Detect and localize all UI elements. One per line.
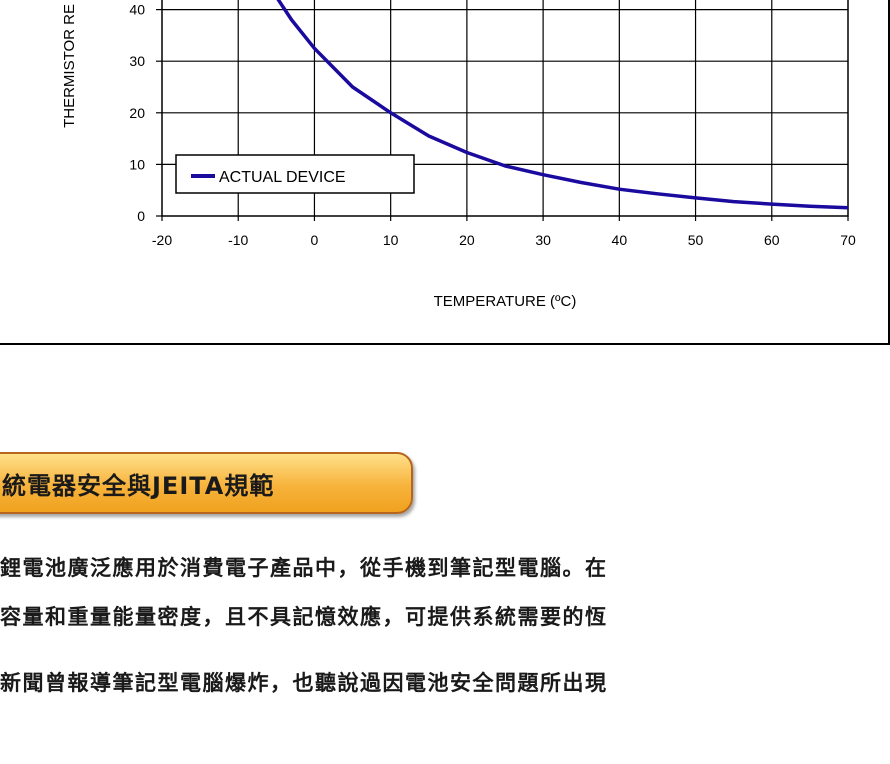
section-title: 統電器安全與JEITA規範 bbox=[2, 471, 275, 500]
x-tick-label: 10 bbox=[383, 232, 399, 248]
y-tick-label: 20 bbox=[129, 105, 145, 121]
y-tick-label: 30 bbox=[129, 53, 145, 69]
x-tick-label: 50 bbox=[688, 232, 704, 248]
legend-label: ACTUAL DEVICE bbox=[219, 169, 346, 186]
y-tick-label: 10 bbox=[129, 156, 145, 172]
y-tick-label: 0 bbox=[137, 208, 145, 224]
paragraph-line-3: 新聞曾報導筆記型電腦爆炸，也聽說過因電池安全問題所出現 bbox=[0, 671, 608, 695]
x-tick-label: -10 bbox=[228, 232, 248, 248]
x-tick-label: 40 bbox=[612, 232, 628, 248]
section-banner: 統電器安全與JEITA規範 bbox=[0, 452, 413, 514]
legend-box bbox=[175, 154, 415, 194]
y-tick-label: 40 bbox=[129, 2, 145, 18]
x-axis-title: TEMPERATURE (ºC) bbox=[434, 293, 577, 310]
paragraph-line-2: 容量和重量能量密度，且不具記憶效應，可提供系統需要的恆 bbox=[0, 605, 608, 629]
x-tick-label: -20 bbox=[152, 232, 172, 248]
resistance-temperature-chart: -20-1001020304050607001020304050TEMPERAT… bbox=[61, 0, 856, 310]
x-tick-label: 70 bbox=[840, 232, 856, 248]
x-tick-label: 60 bbox=[764, 232, 780, 248]
paragraph-line-1: 鋰電池廣泛應用於消費電子產品中，從手機到筆記型電腦。在 bbox=[0, 556, 608, 580]
x-tick-label: 0 bbox=[311, 232, 319, 248]
y-axis-title: THERMISTOR RE bbox=[61, 4, 78, 128]
series-line-actual-device bbox=[276, 0, 848, 210]
x-tick-label: 30 bbox=[535, 232, 551, 248]
x-tick-label: 20 bbox=[459, 232, 475, 248]
